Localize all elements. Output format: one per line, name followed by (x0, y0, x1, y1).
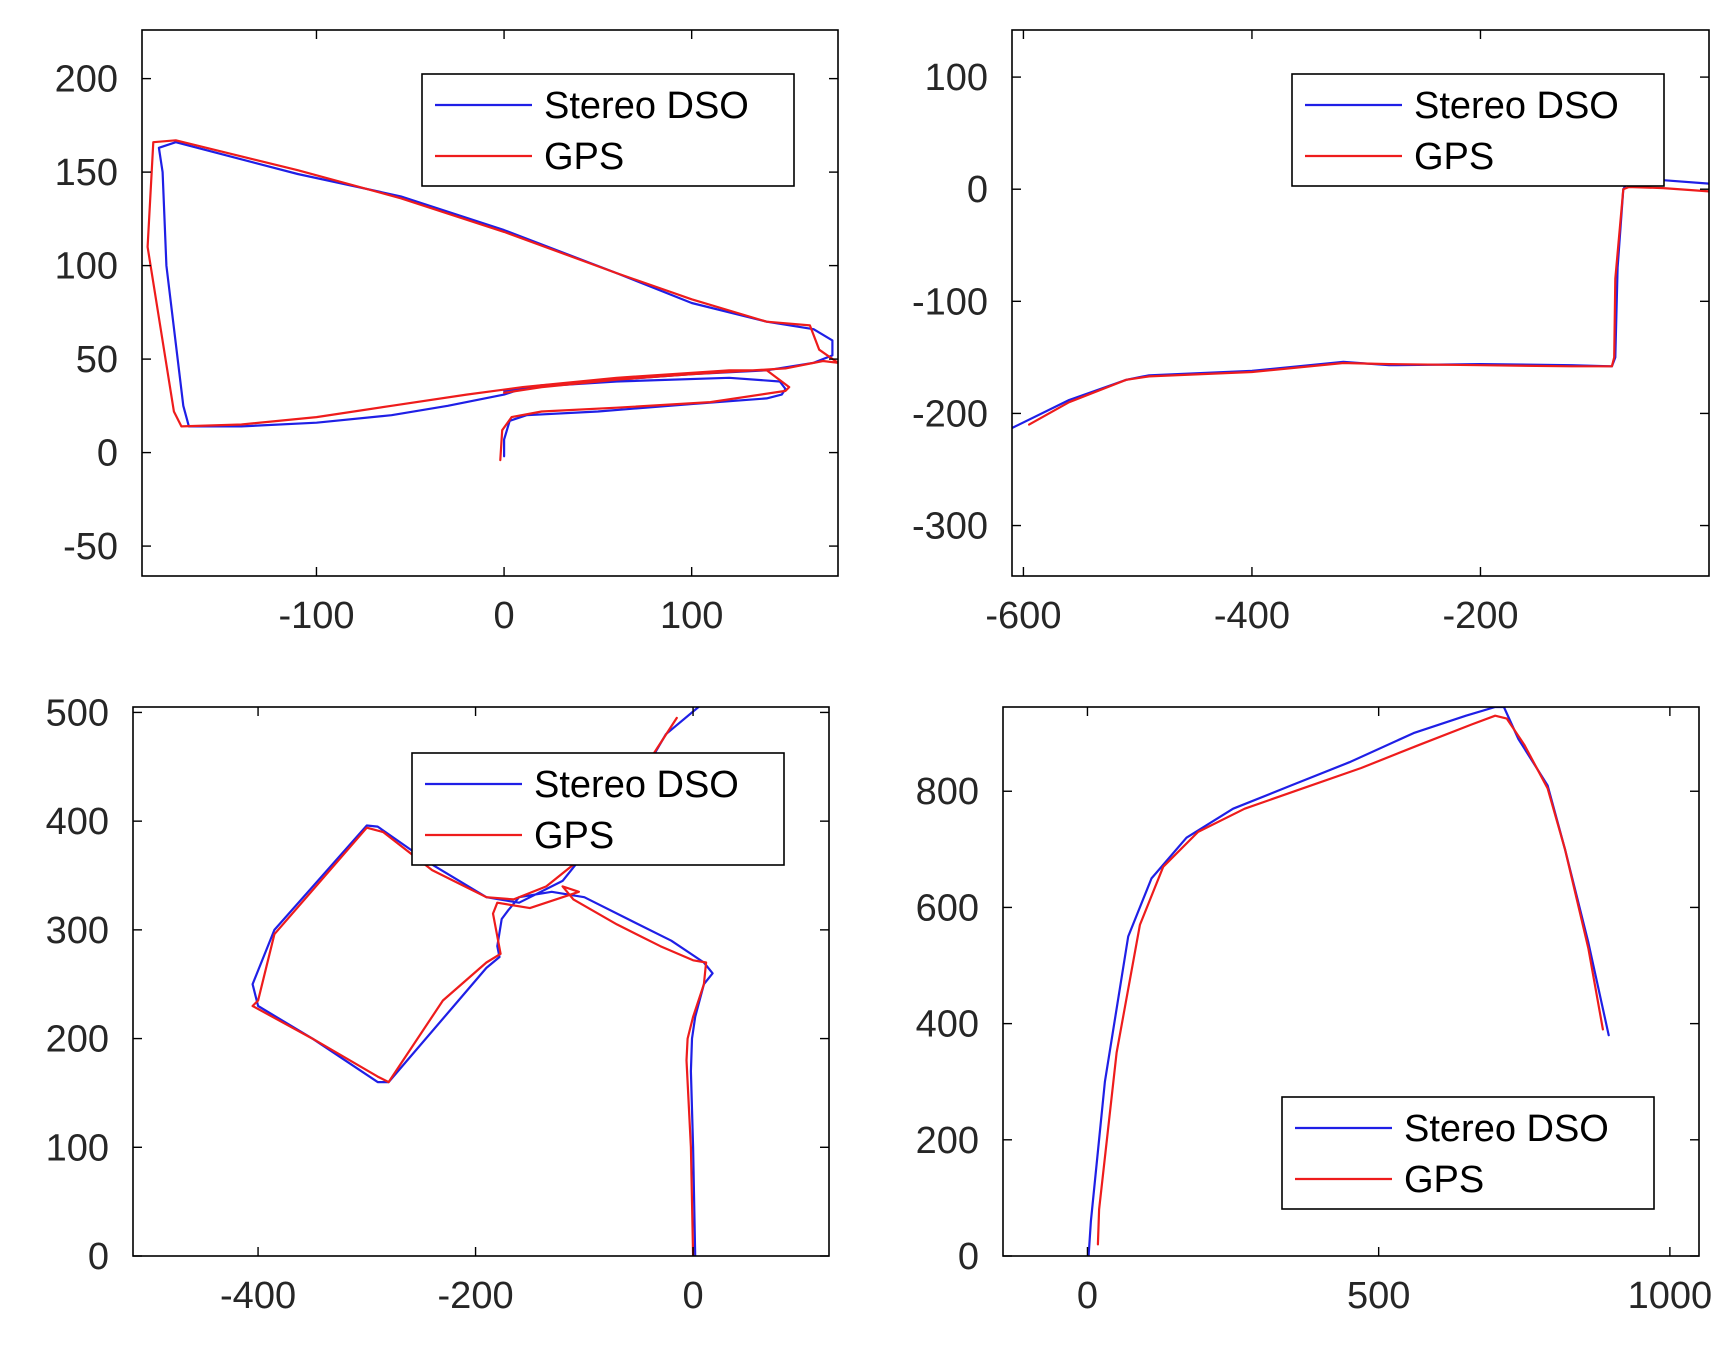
y-tick-label: 50 (76, 339, 118, 381)
x-tick-label: -400 (220, 1275, 296, 1317)
series-line-gps (1028, 185, 1709, 426)
y-tick-label: 200 (55, 59, 118, 101)
legend-label-gps: GPS (544, 136, 624, 178)
x-tick-label: -400 (1214, 595, 1290, 637)
subplot-2: -600 -400 -200 -300 -200 -100 0 100 Stereo DSO GP… (912, 29, 1710, 637)
legend-label-stereo-dso: Stereo DSO (544, 85, 749, 127)
legend: Stereo DSO GPS (411, 752, 785, 866)
y-tick-label: 150 (55, 152, 118, 194)
legend-label-gps: GPS (1414, 136, 1494, 178)
x-tick-label: 0 (682, 1275, 703, 1317)
legend-box (411, 752, 785, 866)
x-tick-label: 500 (1347, 1275, 1410, 1317)
legend-box (421, 73, 795, 187)
y-tick-label: 800 (916, 771, 979, 813)
legend-label-gps: GPS (534, 815, 614, 857)
x-tick-label: -200 (1442, 595, 1518, 637)
axes-frame (141, 29, 839, 577)
y-tick-label: 100 (55, 246, 118, 288)
y-tick-label: 0 (958, 1236, 979, 1278)
legend-box (1281, 1096, 1655, 1210)
y-tick-label: 400 (916, 1004, 979, 1046)
axes-frame (1011, 29, 1710, 577)
x-tick-label: 0 (493, 595, 514, 637)
legend-box (1291, 73, 1665, 187)
subplot-4: 0 500 1000 0 200 400 600 800 Stereo DSO GPS (916, 706, 1713, 1317)
axes-frame (1002, 706, 1700, 1257)
y-tick-label: 200 (916, 1120, 979, 1162)
y-tick-label: 100 (925, 57, 988, 99)
axes-frame (132, 706, 830, 1257)
legend-label-stereo-dso: Stereo DSO (1404, 1108, 1609, 1150)
subplot-3: -400 -200 0 0 100 200 300 400 500 Stereo DSO GPS (46, 692, 830, 1317)
x-tick-label: -200 (438, 1275, 514, 1317)
y-tick-label: 0 (967, 169, 988, 211)
x-tick-label: 0 (1077, 1275, 1098, 1317)
series-line-gps (146, 139, 838, 462)
legend-label-stereo-dso: Stereo DSO (1414, 85, 1619, 127)
x-tick-label: 1000 (1628, 1275, 1713, 1317)
y-tick-label: 100 (46, 1127, 109, 1169)
subplot-1: -100 0 100 -50 0 50 100 150 200 Stereo DSO GPS (55, 29, 839, 637)
series-line-stereo-dso (1012, 179, 1709, 430)
y-tick-label: 0 (97, 433, 118, 475)
legend-label-stereo-dso: Stereo DSO (534, 764, 739, 806)
series-line-gps (1096, 714, 1604, 1246)
y-tick-label: -300 (912, 506, 988, 548)
y-tick-label: 400 (46, 801, 109, 843)
y-tick-label: 300 (46, 910, 109, 952)
y-tick-label: 200 (46, 1019, 109, 1061)
y-tick-label: 500 (46, 692, 109, 734)
y-tick-label: -100 (912, 281, 988, 323)
y-tick-label: -200 (912, 393, 988, 435)
y-tick-label: 600 (916, 887, 979, 929)
x-tick-label: -100 (278, 595, 354, 637)
series-line-gps (251, 716, 708, 1256)
x-tick-label: 100 (660, 595, 723, 637)
legend-label-gps: GPS (1404, 1159, 1484, 1201)
legend: Stereo DSO GPS (421, 73, 795, 187)
x-tick-label: -600 (985, 595, 1061, 637)
series-line-stereo-dso (157, 141, 834, 458)
legend: Stereo DSO GPS (1291, 73, 1665, 187)
y-tick-label: 0 (88, 1236, 109, 1278)
y-tick-label: -50 (63, 526, 118, 568)
legend: Stereo DSO GPS (1281, 1096, 1655, 1210)
